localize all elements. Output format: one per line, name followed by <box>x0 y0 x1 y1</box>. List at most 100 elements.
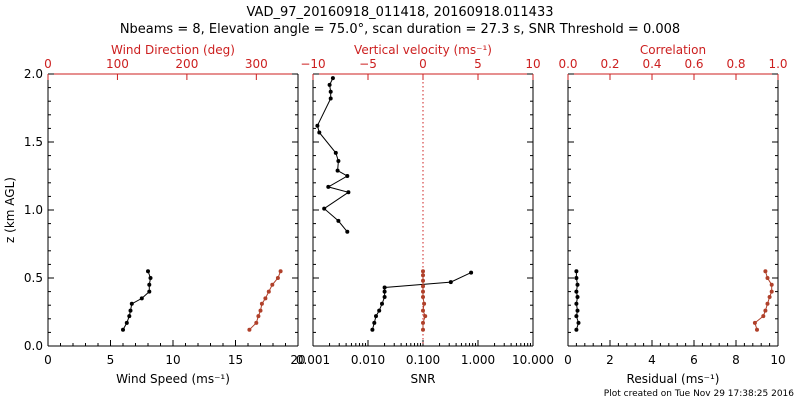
top-x-tick-label: 1.0 <box>768 57 787 71</box>
wind-direction-point <box>278 269 283 274</box>
snr-upper-point <box>327 82 332 87</box>
vertical-velocity-point <box>421 278 425 283</box>
x-tick-label: 8 <box>732 353 740 367</box>
residual-point <box>575 295 580 299</box>
correlation-point <box>763 308 768 313</box>
residual-point <box>575 282 580 287</box>
vertical-velocity-point <box>423 314 428 319</box>
y-tick-label: 0.0 <box>24 339 43 353</box>
wind-speed-point <box>124 320 129 325</box>
plot-footer: Plot created on Tue Nov 29 17:38:25 2016 <box>604 389 794 399</box>
x-tick-label: 10 <box>770 353 785 367</box>
snr-point <box>469 270 474 275</box>
wind-speed-point <box>147 289 152 294</box>
correlation-series-line <box>754 271 773 330</box>
x-tick-label: 0.001 <box>296 353 330 367</box>
vertical-velocity-point <box>422 301 427 306</box>
wind-direction-point <box>256 314 261 319</box>
wind-direction-point <box>259 301 264 306</box>
snr-upper-point <box>322 206 327 211</box>
wind-direction-point <box>254 320 259 325</box>
chart-title-line2: Nbeams = 8, Elevation angle = 75.0°, sca… <box>120 22 680 37</box>
wind-direction-point <box>263 296 268 301</box>
wind-direction-point <box>275 276 280 280</box>
vertical-velocity-point <box>421 327 425 332</box>
correlation-point <box>767 295 772 299</box>
wind-speed-series-line <box>122 271 152 330</box>
y-tick-label: 0.5 <box>24 271 43 285</box>
residual-series-line <box>575 271 580 330</box>
wind-direction-point <box>270 282 275 287</box>
snr-point <box>382 295 387 299</box>
snr-upper-series-line <box>316 77 350 233</box>
x-tick-label: 5 <box>107 353 115 367</box>
snr-upper-point <box>345 229 350 234</box>
top-x-tick-label: −5 <box>359 57 377 71</box>
residual-point <box>574 269 579 274</box>
snr-point <box>382 285 387 290</box>
top-x-tick-label: 10 <box>525 57 540 71</box>
x-axis-label: SNR <box>411 372 436 386</box>
top-x-tick-label: 0.2 <box>600 57 619 71</box>
x-tick-label: 0 <box>44 353 52 367</box>
residual-point <box>574 314 579 319</box>
top-x-tick-label: 0 <box>44 57 52 71</box>
chart-title-line1: VAD_97_20160918_011418, 20160918.011433 <box>247 5 554 20</box>
x-tick-label: 0 <box>564 353 572 367</box>
top-x-tick-label: 300 <box>245 57 268 71</box>
wind-direction-series-line <box>249 271 282 331</box>
snr-point <box>372 320 377 325</box>
wind-speed-point <box>127 314 132 319</box>
vertical-velocity-point <box>421 284 425 289</box>
snr-point <box>370 327 375 332</box>
wind-speed-point <box>128 308 133 313</box>
panel-snr: 0.001 0.010 0.100 1.000 10.000 SNR −10 −5 0 5 10 Ve… <box>296 43 554 386</box>
x-tick-label: 10 <box>165 353 180 367</box>
vertical-velocity-point <box>421 289 425 294</box>
x-tick-label: 1.000 <box>461 353 495 367</box>
snr-upper-point <box>328 89 333 94</box>
top-x-tick-label: −10 <box>300 57 325 71</box>
snr-point <box>374 314 378 319</box>
x-tick-label: 0.100 <box>406 353 440 367</box>
x-tick-label: 4 <box>648 353 656 367</box>
top-x-tick-label: 5 <box>474 57 482 71</box>
snr-point <box>380 301 384 306</box>
residual-point <box>574 301 579 306</box>
snr-point <box>448 280 453 285</box>
vertical-velocity-point <box>421 269 425 274</box>
snr-point <box>382 289 387 294</box>
snr-upper-point <box>333 150 338 155</box>
x-tick-label: 15 <box>228 353 243 367</box>
residual-point <box>574 276 579 280</box>
top-x-tick-label: 0.0 <box>558 57 577 71</box>
snr-upper-point <box>336 218 341 223</box>
top-x-tick-label: 0.8 <box>726 57 745 71</box>
x-tick-label: 20 <box>290 353 305 367</box>
top-x-tick-label: 0.4 <box>642 57 661 71</box>
vertical-velocity-point <box>421 320 425 325</box>
snr-upper-point <box>326 184 331 189</box>
correlation-point <box>765 276 770 280</box>
snr-upper-point <box>315 123 320 128</box>
vertical-velocity-point <box>421 308 425 313</box>
vertical-velocity-point <box>421 273 425 278</box>
top-axis-label: Wind Direction (deg) <box>111 43 235 57</box>
top-x-tick-label: 200 <box>175 57 198 71</box>
snr-upper-point <box>346 190 351 195</box>
wind-speed-point <box>148 276 153 280</box>
snr-upper-point <box>335 168 340 173</box>
panel-wind: 0.0 0.5 1.0 1.5 2.0 z (km AGL) 0 5 10 15 20 Wind Sp… <box>3 43 306 386</box>
correlation-point <box>769 289 774 294</box>
snr-upper-point <box>328 96 333 101</box>
wind-direction-point <box>266 289 271 294</box>
top-axis-label: Correlation <box>640 43 706 57</box>
correlation-point <box>765 301 770 306</box>
top-x-tick-label: 100 <box>106 57 129 71</box>
x-tick-label: 0.010 <box>351 353 385 367</box>
correlation-point <box>761 314 766 319</box>
top-axis-label: Vertical velocity (ms⁻¹) <box>354 43 492 57</box>
snr-series-line <box>371 272 472 330</box>
